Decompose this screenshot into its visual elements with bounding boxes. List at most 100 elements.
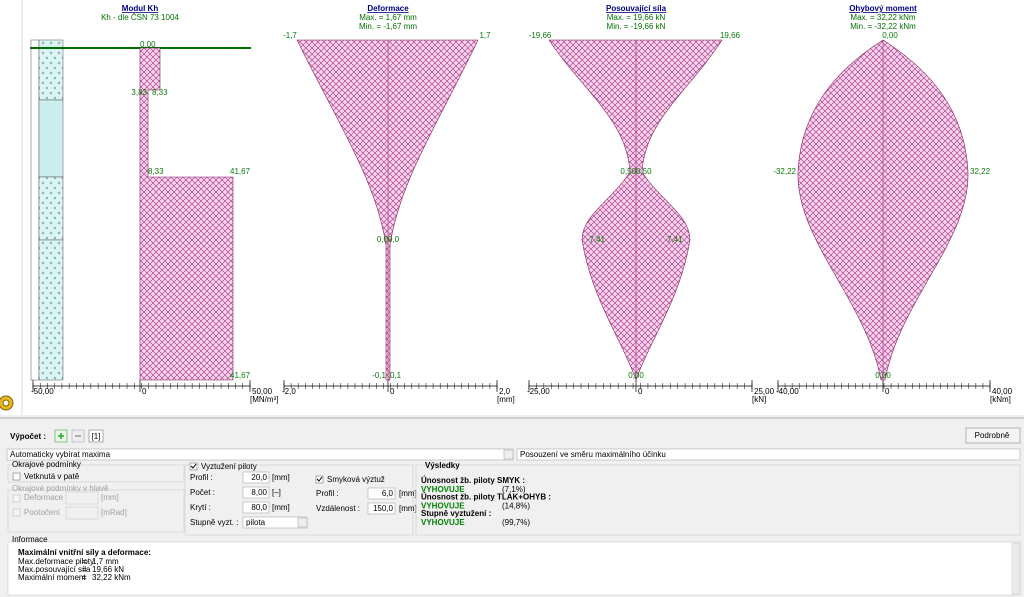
calc-label: Výpočet : [10, 432, 46, 441]
value-label: 3,83 [131, 88, 147, 97]
scrollbar [1011, 542, 1021, 595]
tick-label: 25,00 [754, 387, 775, 396]
field-label: Stupně vyzt. : [190, 518, 238, 527]
checkbox[interactable] [12, 508, 21, 517]
input[interactable] [242, 486, 270, 499]
soil-layer [38, 99, 64, 178]
checkbox[interactable] [189, 462, 198, 471]
field-label: Profil : [190, 473, 213, 482]
tick-label: -50,00 [31, 387, 54, 396]
select-text: pilota [246, 518, 266, 527]
tick-label: 2,0 [499, 387, 511, 396]
variant-button[interactable] [88, 429, 104, 443]
unit: [mm] [101, 493, 119, 502]
checkbox[interactable] [12, 494, 21, 503]
input[interactable] [367, 502, 396, 515]
field-value: 6,0 [382, 489, 394, 498]
check-mark [190, 463, 197, 469]
unit: [mm] [399, 489, 417, 498]
value-label: 32,22 [970, 167, 991, 176]
axis-unit: [mm] [497, 395, 515, 404]
pile [30, 39, 40, 381]
select-text: Automaticky vybírat maxima [10, 450, 111, 459]
value-label: 19,66 [720, 31, 741, 40]
info-value: 19,66 kN [92, 565, 124, 574]
group-box [7, 489, 185, 533]
info-value: 1,7 mm [92, 557, 119, 566]
select-text: Posouzení ve směru maximálního účinku [520, 450, 666, 459]
value-label: 1,7 [479, 31, 491, 40]
result-ratio: (99,7%) [502, 518, 530, 527]
value-label: 0,50 [620, 167, 636, 176]
value-label: 0,00 [882, 31, 898, 40]
axis-unit: [kN] [752, 395, 766, 404]
field-value: 8,00 [251, 488, 267, 497]
result-status: VYHOVUJE [421, 485, 465, 494]
plot-subtitle: Max. = 19,66 kN [607, 13, 666, 22]
info-equals: = [82, 557, 87, 566]
field-value: 150,0 [373, 504, 394, 513]
field-label: Počet : [190, 488, 215, 497]
field-label: Krytí : [190, 503, 211, 512]
checkbox[interactable] [315, 475, 324, 484]
result-label: Únosnost žb. piloty TLAK+OHYB : [421, 493, 551, 502]
value-label: -7,41 [587, 235, 606, 244]
checkbox-label: Vyztužení piloty [201, 462, 257, 471]
plot-subtitle: Max. = 1,67 mm [359, 13, 417, 22]
group-title: Výsledky [425, 461, 460, 470]
axis-unit: [kNm] [990, 395, 1011, 404]
input[interactable] [242, 471, 270, 484]
check-mark [316, 476, 323, 482]
tick-label: -25,00 [527, 387, 550, 396]
deformation-diagram [296, 39, 479, 381]
plot-title: Ohybový moment [849, 4, 917, 13]
tick-label: -2,0 [282, 387, 296, 396]
result-ratio: (14,8%) [502, 502, 530, 511]
plot-title: Posouvající síla [606, 4, 667, 13]
value-label: 41,67 [230, 371, 251, 380]
value-label: 8,33 [148, 167, 164, 176]
details-button[interactable] [965, 427, 1021, 444]
result-status: VYHOVUJE [421, 518, 465, 527]
plot-subtitle: Min. = -19,66 kN [607, 22, 666, 31]
group-box [415, 464, 1021, 536]
unit: [mm] [272, 503, 290, 512]
info-value: 32,22 kNm [92, 573, 131, 582]
unit: [mm] [272, 473, 290, 482]
checkbox[interactable] [12, 472, 21, 481]
dropdown-arrow [503, 449, 514, 460]
tick-label: 40,00 [992, 387, 1013, 396]
input[interactable] [367, 487, 396, 500]
info-label: Max.deformace piloty [18, 557, 94, 566]
plot-title: Deformace [367, 4, 409, 13]
details-label: Podrobně [975, 431, 1010, 440]
input[interactable] [242, 501, 270, 514]
group-title: Okrajové podmínky [12, 460, 81, 469]
result-label: Stupně vyztužení : [421, 509, 491, 518]
group-title: Informace [12, 535, 48, 544]
value-label: 0,00 [628, 371, 644, 380]
input [65, 491, 99, 505]
value-label: 7,41 [667, 235, 683, 244]
checkbox-label: Deformace [24, 493, 64, 502]
soil-layer [38, 239, 64, 381]
field-value: 20,0 [251, 473, 267, 482]
value-label: 0,0 [377, 235, 389, 244]
plot-subtitle: Max. = 32,22 kNm [850, 13, 915, 22]
info-label: Max.posouvající síla [18, 565, 91, 574]
tick-label: 0 [885, 387, 890, 396]
tick-label: 50,00 [252, 387, 273, 396]
tick-label: 0 [638, 387, 643, 396]
checkbox-label: Pootočení [24, 508, 61, 517]
input [65, 506, 99, 520]
variant-label: [1] [92, 432, 101, 441]
value-label: 41,67 [230, 167, 251, 176]
value-label: -1,7 [283, 31, 297, 40]
plot-subtitle: Kh - dle ČSN 73 1004 [101, 13, 179, 22]
settings-icon-hole [2, 399, 10, 407]
select-direction[interactable] [516, 448, 1021, 461]
value-label: 0,00 [875, 371, 891, 380]
checkbox-label: Vetknutá v patě [24, 472, 80, 481]
group-box [7, 464, 185, 483]
result-status: VYHOVUJE [421, 502, 465, 511]
